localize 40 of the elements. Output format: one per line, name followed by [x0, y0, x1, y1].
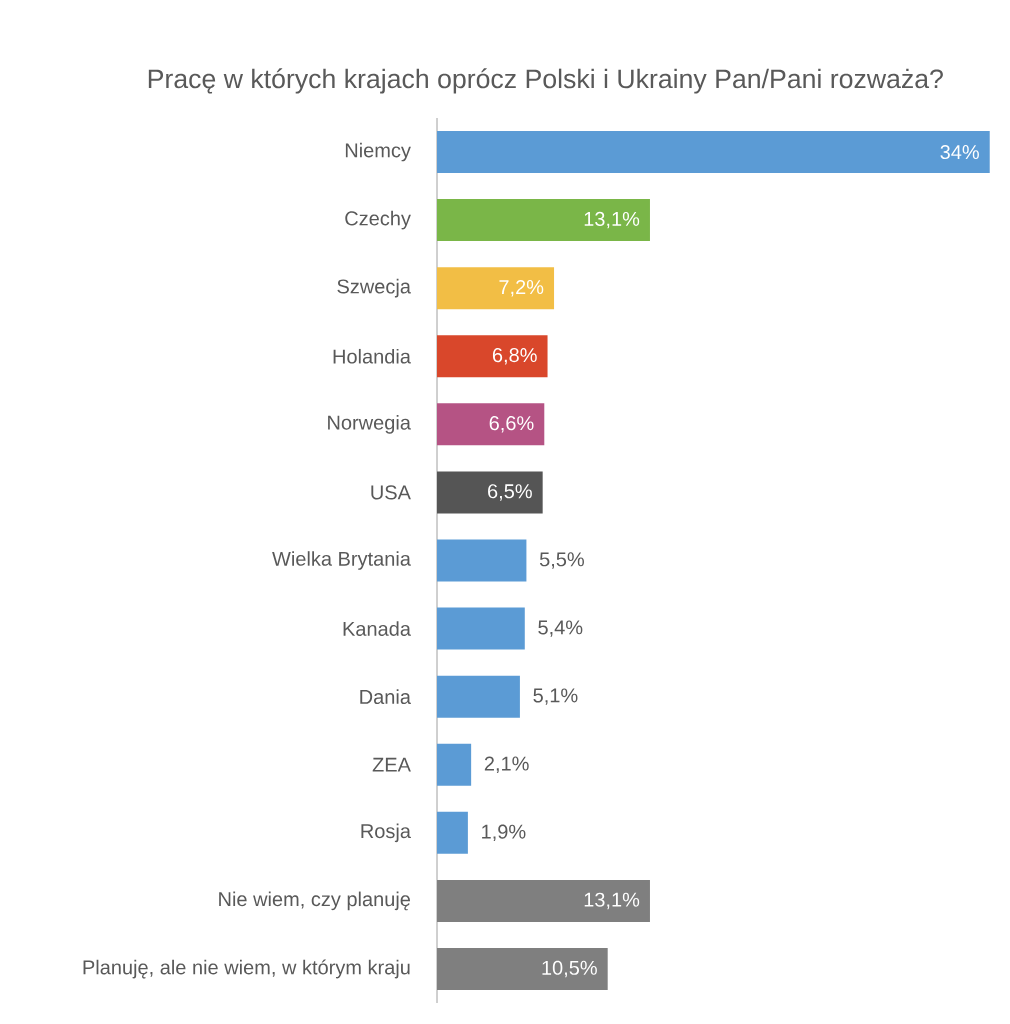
y-tick-label: Planuję, ale nie wiem, w którym kraju — [83, 959, 410, 979]
y-tick-label: Dania — [360, 689, 411, 704]
bar — [437, 743, 472, 786]
bar — [437, 675, 520, 718]
bar — [437, 811, 468, 854]
data-label: 6,5% — [488, 484, 532, 501]
y-tick-label: Niemcy — [345, 142, 411, 162]
data-label: 6,6% — [489, 416, 534, 433]
y-tick-label: Holandia — [333, 348, 411, 364]
y-tick-label: Kanada — [343, 621, 411, 636]
data-label: 13,1% — [584, 892, 640, 910]
bar — [437, 131, 990, 174]
data-label: 34% — [940, 144, 979, 160]
bar — [437, 403, 545, 446]
data-label: 6,8% — [492, 348, 537, 365]
y-tick-label: Czechy — [345, 210, 411, 230]
bar — [437, 267, 555, 310]
bar — [437, 607, 525, 650]
y-tick-label: Nie wiem, czy planuję — [219, 891, 411, 911]
y-tick-label: ZEA — [372, 757, 411, 772]
data-label: 1,9% — [482, 824, 526, 842]
bar — [437, 947, 608, 990]
data-label: 7,2% — [499, 279, 544, 297]
y-tick-label: Rosja — [361, 823, 411, 843]
data-label: 5,4% — [538, 620, 583, 637]
y-tick-label: Norwegia — [328, 415, 411, 434]
chart-title: Pracę w których krajach oprócz Polski i Ukrainy Pan/Pani rozważa? — [148, 68, 943, 94]
bar — [437, 539, 527, 582]
data-label: 13,1% — [584, 211, 640, 229]
bar — [437, 879, 650, 922]
data-label: 2,1% — [484, 756, 529, 773]
data-label: 5,1% — [533, 688, 578, 705]
data-label: 10,5% — [542, 960, 597, 978]
y-tick-label: Wielka Brytania — [272, 551, 411, 570]
y-tick-label: USA — [371, 485, 411, 500]
bar — [437, 471, 543, 514]
data-label: 5,5% — [539, 552, 584, 569]
bar — [437, 199, 650, 242]
y-tick-label: Szwecja — [337, 278, 411, 298]
bar — [437, 335, 548, 378]
